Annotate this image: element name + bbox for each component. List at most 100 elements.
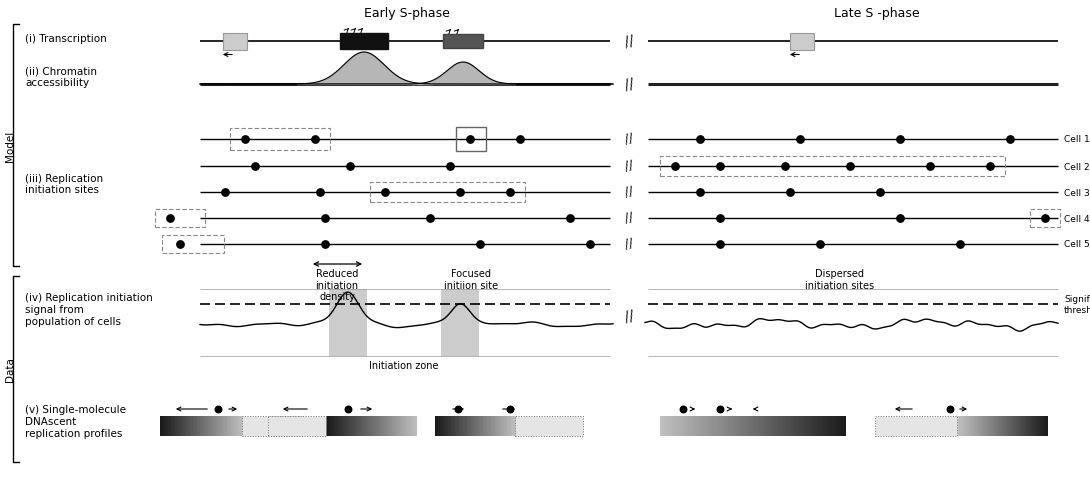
Point — [171, 241, 189, 248]
Bar — [1020, 416, 1022, 436]
Bar — [469, 416, 470, 436]
Point — [782, 189, 799, 197]
Bar — [443, 416, 445, 436]
Point — [666, 163, 683, 170]
Point — [712, 163, 729, 170]
Bar — [759, 416, 762, 436]
Bar — [722, 416, 725, 436]
Bar — [456, 128, 486, 151]
Bar — [197, 416, 198, 436]
Bar — [1044, 416, 1046, 436]
Text: //: // — [623, 309, 635, 324]
Bar — [335, 416, 337, 436]
Bar — [223, 33, 247, 50]
Bar — [715, 416, 719, 436]
Point — [1002, 136, 1019, 144]
Bar — [183, 416, 185, 436]
Bar — [467, 416, 469, 436]
Bar — [829, 416, 833, 436]
Bar — [401, 416, 403, 436]
Bar — [268, 416, 326, 436]
Bar — [1021, 416, 1024, 436]
Text: //: // — [623, 77, 635, 92]
Bar — [669, 416, 673, 436]
Bar — [409, 416, 411, 436]
Bar — [233, 416, 235, 436]
Bar — [351, 416, 353, 436]
Bar — [1028, 416, 1029, 436]
Bar — [839, 416, 843, 436]
Bar — [410, 416, 412, 436]
Bar — [238, 416, 240, 436]
Bar — [969, 416, 971, 436]
Bar — [206, 416, 208, 436]
Text: Late S -phase: Late S -phase — [834, 7, 919, 20]
Bar — [168, 416, 170, 436]
Bar — [784, 416, 787, 436]
Bar — [790, 33, 814, 50]
Text: Model: Model — [5, 130, 15, 161]
Bar — [1024, 416, 1025, 436]
Bar — [750, 416, 753, 436]
Bar — [789, 416, 794, 436]
Bar — [731, 416, 735, 436]
Bar — [211, 416, 214, 436]
Bar — [205, 416, 207, 436]
Bar — [962, 416, 965, 436]
Point — [316, 215, 334, 223]
Point — [921, 163, 938, 170]
Point — [246, 163, 264, 170]
Bar — [965, 416, 967, 436]
Bar — [393, 416, 396, 436]
Bar — [397, 416, 399, 436]
Bar — [178, 416, 180, 436]
Bar — [235, 416, 237, 436]
Bar — [513, 416, 516, 436]
Bar — [833, 416, 836, 436]
Bar — [488, 416, 490, 436]
Point — [691, 189, 709, 197]
Text: //: // — [623, 133, 634, 147]
Bar — [875, 416, 957, 436]
Bar — [463, 416, 464, 436]
Bar — [189, 416, 191, 436]
Bar — [237, 416, 239, 436]
Point — [691, 136, 709, 144]
Point — [451, 189, 469, 197]
Bar — [459, 416, 461, 436]
Bar — [740, 416, 743, 436]
Bar — [780, 416, 784, 436]
Bar — [500, 416, 502, 436]
Point — [471, 241, 488, 248]
Bar — [390, 416, 392, 436]
Text: Cell 3: Cell 3 — [1064, 188, 1090, 197]
Text: Early S-phase: Early S-phase — [364, 7, 449, 20]
Bar — [985, 416, 988, 436]
Bar — [697, 416, 701, 436]
Bar — [241, 416, 242, 436]
Bar — [414, 416, 416, 436]
Bar — [663, 416, 667, 436]
Bar — [346, 416, 348, 436]
Bar — [796, 416, 799, 436]
Bar — [339, 416, 341, 436]
Bar — [666, 416, 669, 436]
Bar — [373, 416, 375, 436]
Bar — [499, 416, 500, 436]
Point — [421, 215, 438, 223]
Bar — [486, 416, 487, 436]
Bar — [386, 416, 388, 436]
Bar — [443, 35, 483, 49]
Bar — [490, 416, 493, 436]
Bar — [1030, 210, 1059, 227]
Bar — [182, 416, 184, 436]
Bar — [231, 416, 233, 436]
Bar — [743, 416, 747, 436]
Bar — [802, 416, 806, 436]
Bar — [970, 416, 972, 436]
Point — [952, 241, 969, 248]
Bar — [688, 416, 691, 436]
Bar — [184, 416, 186, 436]
Bar — [826, 416, 831, 436]
Point — [316, 241, 334, 248]
